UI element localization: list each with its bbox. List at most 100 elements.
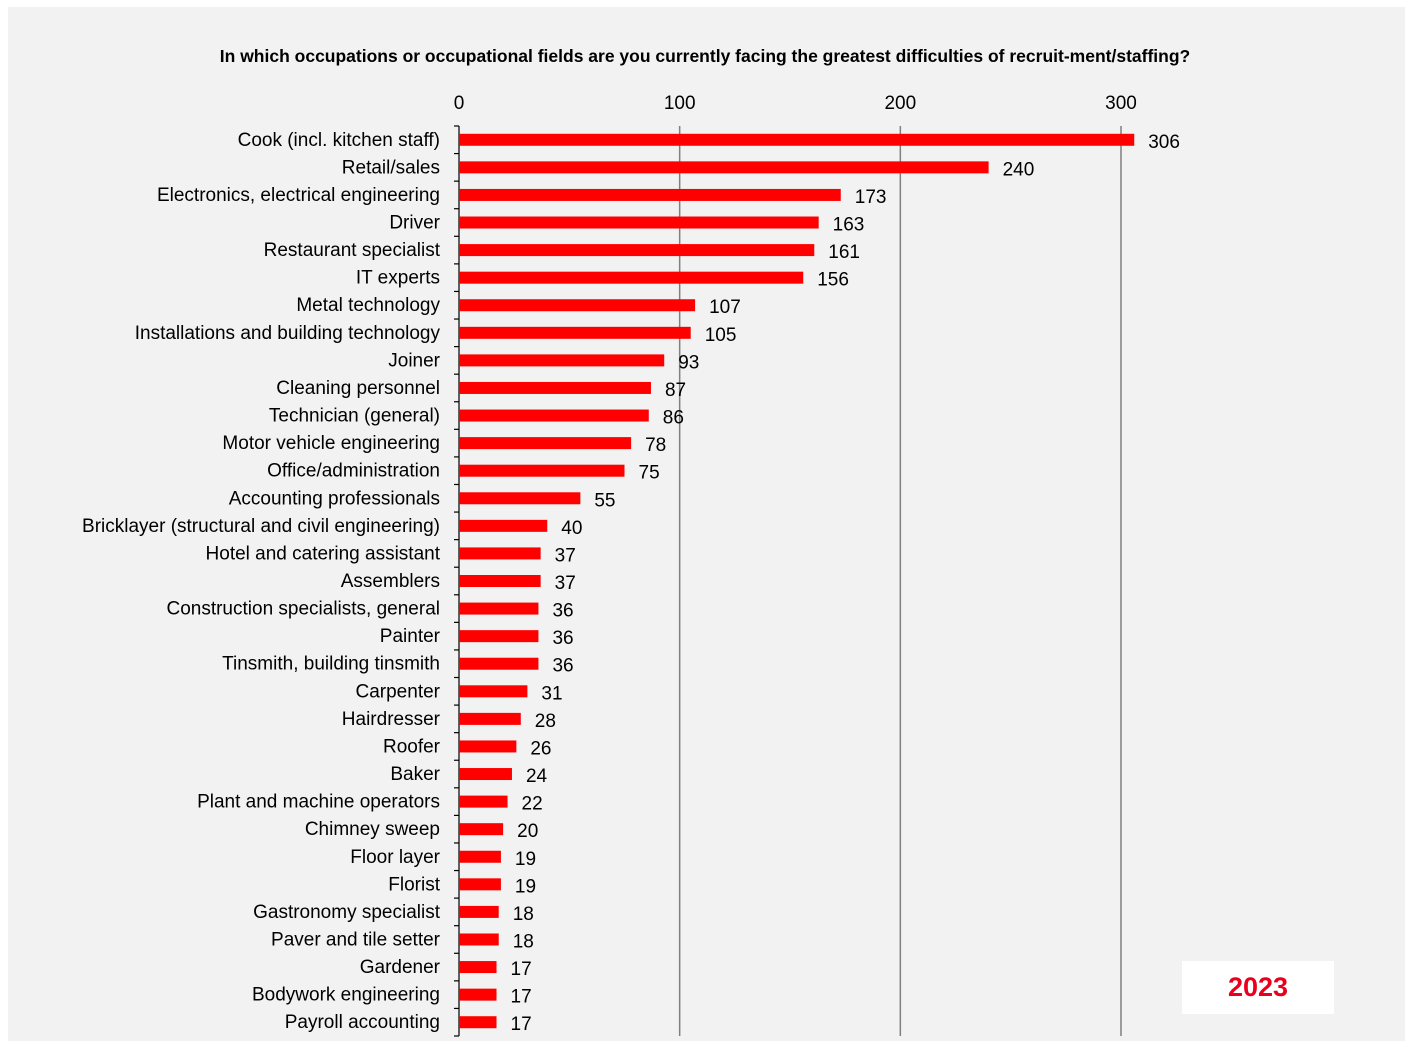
- bar: [459, 878, 501, 891]
- bar: [459, 933, 499, 946]
- category-label: Plant and machine operators: [197, 792, 440, 813]
- category-label: Electronics, electrical engineering: [157, 185, 440, 206]
- data-label: 37: [555, 545, 576, 566]
- category-label: Florist: [388, 874, 440, 895]
- data-label: 240: [1003, 159, 1035, 180]
- category-label: Driver: [389, 213, 440, 234]
- bar: [459, 850, 501, 863]
- bar: [459, 326, 691, 339]
- data-label: 93: [678, 352, 699, 373]
- bar: [459, 133, 1135, 146]
- bar: [459, 161, 989, 174]
- category-label: Cook (incl. kitchen staff): [238, 130, 440, 151]
- category-label: Construction specialists, general: [166, 599, 440, 620]
- data-label: 17: [511, 959, 532, 980]
- data-label: 161: [828, 242, 860, 263]
- bar: [459, 381, 651, 394]
- category-label: Hairdresser: [342, 709, 441, 730]
- data-label: 40: [561, 518, 582, 539]
- bar: [459, 464, 625, 477]
- bar: [459, 437, 632, 450]
- bar: [459, 988, 497, 1001]
- category-label: Assemblers: [341, 571, 440, 592]
- bar: [459, 519, 548, 532]
- category-label: Joiner: [388, 350, 440, 371]
- category-label: Payroll accounting: [285, 1012, 440, 1033]
- category-label: Hotel and catering assistant: [206, 543, 441, 564]
- data-label: 19: [515, 876, 536, 897]
- category-label: Bodywork engineering: [252, 985, 440, 1006]
- data-label: 17: [511, 987, 532, 1008]
- data-label: 87: [665, 380, 686, 401]
- bar: [459, 630, 539, 643]
- x-tick-label: 300: [1105, 93, 1137, 114]
- category-label: Installations and building technology: [135, 323, 441, 344]
- data-label: 24: [526, 766, 548, 787]
- chart-background: [8, 7, 1405, 1041]
- data-label: 78: [645, 435, 666, 456]
- data-label: 26: [530, 738, 551, 759]
- category-label: Painter: [380, 626, 441, 647]
- data-label: 55: [594, 490, 615, 511]
- category-label: Accounting professionals: [229, 488, 440, 509]
- category-label: Cleaning personnel: [276, 378, 440, 399]
- data-label: 17: [511, 1014, 532, 1035]
- bar: [459, 1016, 497, 1029]
- data-label: 75: [639, 463, 660, 484]
- bar: [459, 740, 517, 753]
- data-label: 22: [522, 794, 543, 815]
- category-label: Technician (general): [269, 406, 440, 427]
- category-label: IT experts: [356, 268, 440, 289]
- bar: [459, 492, 581, 505]
- bar: [459, 685, 528, 698]
- category-label: Retail/sales: [342, 157, 440, 178]
- bar: [459, 795, 508, 808]
- data-label: 163: [833, 215, 865, 236]
- category-label: Metal technology: [296, 295, 440, 316]
- bar: [459, 354, 665, 367]
- category-label: Restaurant specialist: [264, 240, 441, 261]
- data-label: 36: [552, 628, 573, 649]
- category-label: Tinsmith, building tinsmith: [222, 654, 440, 675]
- bar: [459, 712, 521, 725]
- bar: [459, 299, 696, 312]
- bar: [459, 823, 504, 836]
- x-tick-label: 0: [454, 93, 465, 114]
- bar: [459, 602, 539, 615]
- data-label: 28: [535, 711, 556, 732]
- data-label: 107: [709, 297, 741, 318]
- data-label: 156: [817, 270, 849, 291]
- category-label: Roofer: [383, 736, 441, 757]
- data-label: 173: [855, 187, 887, 208]
- bar: [459, 575, 541, 587]
- data-label: 36: [552, 656, 573, 677]
- data-label: 306: [1148, 132, 1180, 153]
- data-label: 36: [552, 601, 573, 622]
- data-label: 105: [705, 325, 737, 346]
- bar: [459, 905, 499, 918]
- category-label: Bricklayer (structural and civil enginee…: [82, 516, 440, 537]
- bar: [459, 961, 497, 974]
- data-label: 19: [515, 849, 536, 870]
- category-label: Chimney sweep: [305, 819, 440, 840]
- x-tick-label: 200: [884, 93, 916, 114]
- category-label: Motor vehicle engineering: [222, 433, 440, 454]
- bar: [459, 188, 841, 201]
- data-label: 31: [541, 683, 562, 704]
- x-tick-label: 100: [664, 93, 696, 114]
- bar: [459, 409, 649, 422]
- data-label: 18: [513, 931, 534, 952]
- data-label: 20: [517, 821, 538, 842]
- data-label: 86: [663, 408, 684, 429]
- bar: [459, 271, 804, 284]
- bar: [459, 547, 541, 560]
- year-badge: 2023: [1182, 961, 1334, 1014]
- category-label: Gastronomy specialist: [253, 902, 441, 923]
- category-label: Floor layer: [350, 847, 440, 868]
- bar: [459, 244, 815, 257]
- bar: [459, 768, 512, 781]
- category-label: Paver and tile setter: [271, 929, 441, 950]
- chart-title: In which occupations or occupational fie…: [219, 46, 1191, 66]
- bar: [459, 216, 819, 229]
